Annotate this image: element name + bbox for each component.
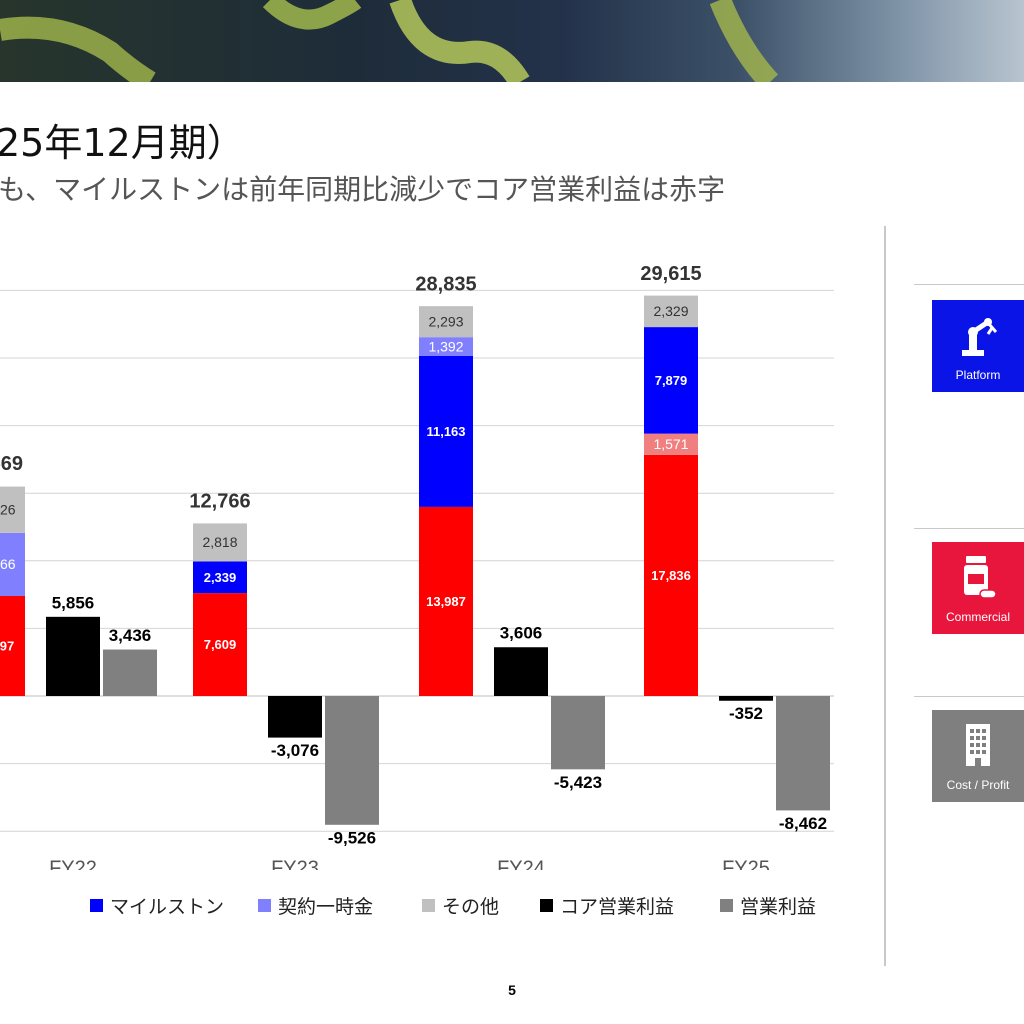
bar-segment bbox=[193, 523, 247, 562]
profit-value-label: -352 bbox=[729, 704, 763, 723]
revenue-profit-chart: 7,397 4,666 3,426 5,569 5,856 3,436 FY22 7,609 2… bbox=[0, 263, 834, 870]
profit-value-label: 5,856 bbox=[52, 593, 95, 612]
bar-segment bbox=[0, 486, 25, 533]
core-profit-bar bbox=[46, 616, 100, 696]
operating-profit-bar bbox=[325, 696, 379, 825]
legend-label: マイルストン bbox=[110, 896, 225, 918]
category-platform: Platform bbox=[932, 300, 1024, 392]
bar-value-label: 1,392 bbox=[428, 338, 463, 354]
bar-value-label: 2,818 bbox=[202, 534, 237, 550]
page-title: 25年12月期） bbox=[0, 121, 245, 165]
profit-value-label: 3,436 bbox=[109, 626, 152, 645]
operating-profit-bar bbox=[776, 696, 830, 811]
bar-segment bbox=[644, 433, 698, 455]
profit-value-label: -3,076 bbox=[271, 741, 319, 760]
bar-segment bbox=[0, 532, 25, 596]
bar-value-label: 13,987 bbox=[426, 594, 466, 609]
bar-total-label: 29,615 bbox=[640, 263, 701, 285]
operating-profit-bar bbox=[551, 696, 605, 770]
legend-label: その他 bbox=[442, 896, 500, 918]
panel-separator bbox=[914, 284, 1024, 285]
robot-arm-icon bbox=[962, 318, 998, 356]
header-banner-image bbox=[0, 0, 1024, 82]
bar-value-label: 3,426 bbox=[0, 501, 16, 517]
profit-value-label: 3,606 bbox=[500, 624, 543, 643]
category-commercial: Commercial bbox=[932, 542, 1024, 634]
bar-segment bbox=[419, 337, 473, 356]
bar-segment bbox=[644, 454, 698, 696]
x-tick-label: FY23 bbox=[271, 857, 319, 870]
legend-label: 営業利益 bbox=[740, 896, 817, 918]
bar-value-label: 4,666 bbox=[0, 556, 16, 572]
legend-item: 契約一時金 bbox=[258, 892, 373, 919]
bar-value-label: 7,397 bbox=[0, 638, 14, 653]
core-profit-bar bbox=[719, 696, 773, 701]
panel-divider bbox=[884, 226, 886, 966]
bar-segment bbox=[644, 295, 698, 328]
category-label: Platform bbox=[955, 368, 1001, 382]
bar-segment bbox=[193, 561, 247, 594]
panel-separator bbox=[914, 528, 1024, 529]
panel-separator bbox=[914, 696, 1024, 697]
bar-value-label: 7,879 bbox=[655, 373, 688, 388]
bar-total-label: 5,569 bbox=[0, 453, 23, 475]
x-tick-label: FY22 bbox=[49, 857, 97, 870]
profit-value-label: -8,462 bbox=[779, 814, 827, 833]
bar-segment bbox=[193, 593, 247, 696]
legend-swatch bbox=[422, 899, 435, 912]
page-subtitle: も、マイルストンは前年同期比減少でコア営業利益は赤字 bbox=[0, 173, 726, 206]
profit-value-label: -9,526 bbox=[328, 828, 376, 847]
legend-swatch bbox=[540, 899, 553, 912]
legend-item: その他 bbox=[422, 892, 499, 919]
profit-value-label: -5,423 bbox=[554, 773, 602, 792]
bar-segment bbox=[419, 306, 473, 338]
bar-total-label: 28,835 bbox=[415, 273, 476, 295]
bar-segment bbox=[419, 506, 473, 696]
legend-item: コア営業利益 bbox=[540, 892, 674, 919]
bar-value-label: 2,339 bbox=[204, 570, 237, 585]
legend-swatch bbox=[90, 899, 103, 912]
bar-segment bbox=[419, 355, 473, 507]
category-label: Cost / Profit bbox=[946, 778, 1010, 792]
bar-value-label: 11,163 bbox=[426, 424, 465, 439]
x-tick-label: FY24 bbox=[497, 857, 545, 870]
operating-profit-bar bbox=[103, 649, 157, 696]
bar-value-label: 7,609 bbox=[204, 637, 237, 652]
medicine-bottle-icon bbox=[964, 556, 997, 599]
bar-value-label: 1,571 bbox=[653, 436, 688, 452]
bar-value-label: 17,836 bbox=[651, 568, 691, 583]
legend-swatch bbox=[258, 899, 271, 912]
bar-value-label: 2,329 bbox=[653, 303, 688, 319]
building-icon bbox=[966, 724, 990, 766]
legend-swatch bbox=[720, 899, 733, 912]
category-cost-profit: Cost / Profit bbox=[932, 710, 1024, 802]
bar-total-label: 12,766 bbox=[189, 491, 250, 513]
x-tick-label: FY25 bbox=[722, 857, 770, 870]
legend-label: 契約一時金 bbox=[278, 896, 374, 918]
legend-label: コア営業利益 bbox=[560, 896, 675, 918]
banner-decoration bbox=[0, 0, 779, 82]
page-number: 5 bbox=[508, 982, 516, 998]
core-profit-bar bbox=[494, 647, 548, 696]
legend-item: マイルストン bbox=[90, 892, 224, 919]
category-label: Commercial bbox=[945, 610, 1010, 624]
bar-segment bbox=[0, 595, 25, 696]
core-profit-bar bbox=[268, 696, 322, 738]
bar-value-label: 2,293 bbox=[428, 313, 463, 329]
legend-item: 営業利益 bbox=[720, 892, 816, 919]
bar-segment bbox=[644, 327, 698, 434]
